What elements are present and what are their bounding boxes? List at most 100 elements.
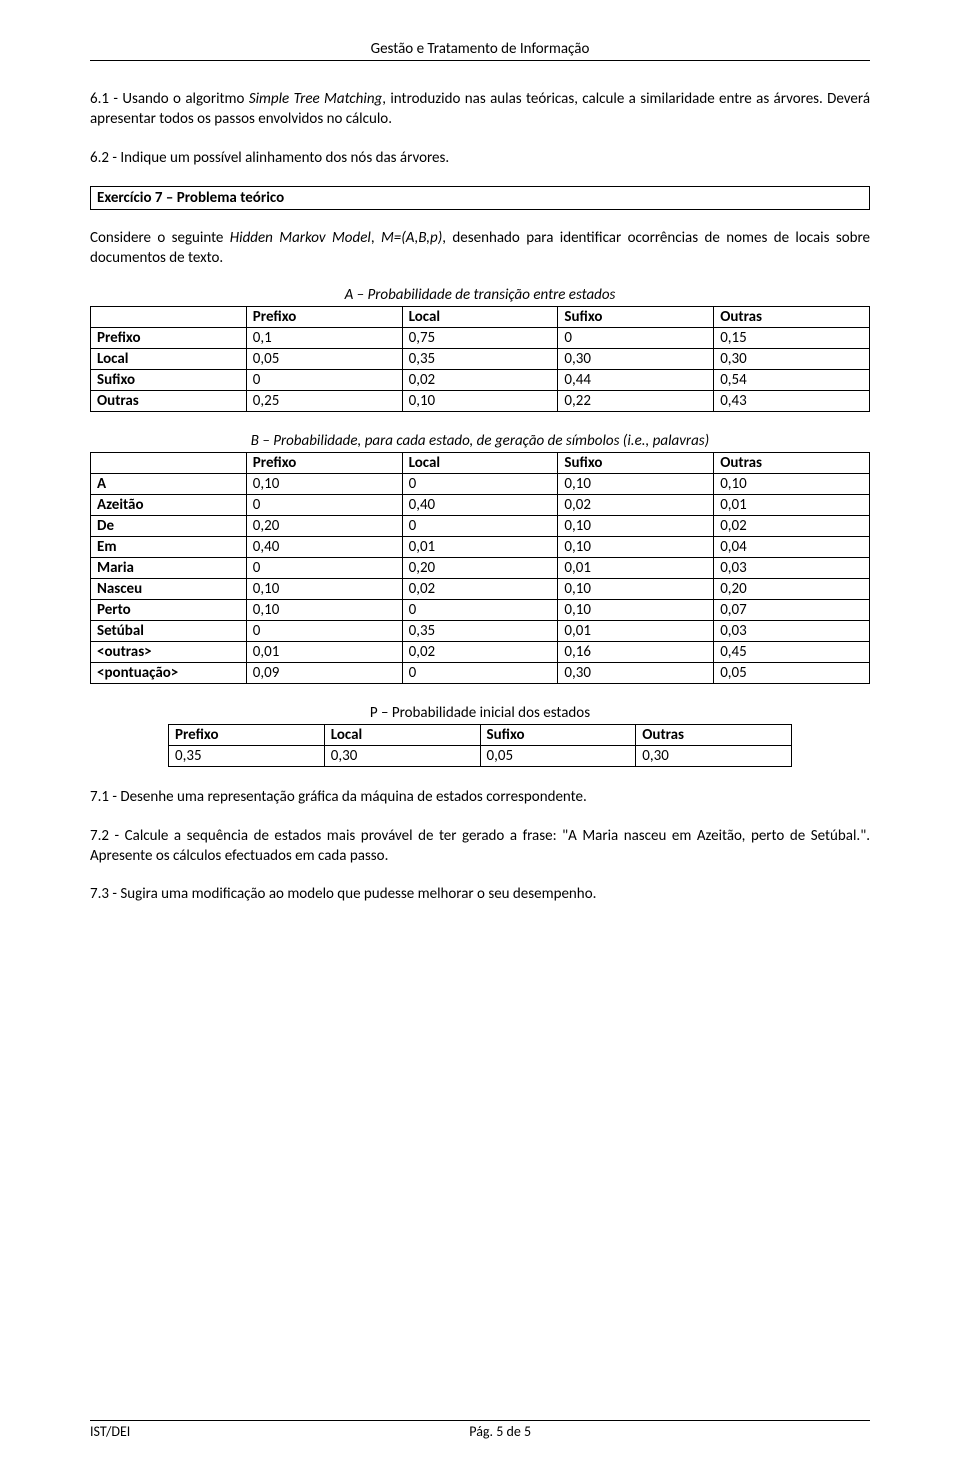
table-cell: 0,44 [558,370,714,391]
table-cell: 0,43 [714,391,870,412]
table-b: PrefixoLocalSufixoOutrasA0,1000,100,10Az… [90,452,870,684]
table-cell: 0,35 [402,621,558,642]
table-cell: 0,10 [402,391,558,412]
table-cell: 0,05 [714,663,870,684]
table-cell: 0,40 [246,537,402,558]
footer-left: IST/DEI [90,1423,130,1440]
table-cell: <pontuação> [91,663,247,684]
table-header-cell: Prefixo [246,453,402,474]
table-cell: 0,22 [558,391,714,412]
paragraph-6-1: 6.1 - Usando o algoritmo Simple Tree Mat… [90,89,870,130]
table-header-cell: Local [402,307,558,328]
table-row: A0,1000,100,10 [91,474,870,495]
table-cell: 0,02 [402,370,558,391]
paragraph-7-2: 7.2 - Calcule a sequência de estados mai… [90,826,870,867]
table-header-cell: Sufixo [558,453,714,474]
table-cell: 0,20 [402,558,558,579]
table-cell: 0,10 [246,600,402,621]
table-header-cell: Prefixo [246,307,402,328]
table-cell: 0,20 [246,516,402,537]
table-cell: De [91,516,247,537]
table-cell: Setúbal [91,621,247,642]
table-cell: A [91,474,247,495]
table-row: De0,2000,100,02 [91,516,870,537]
table-cell: 0,15 [714,328,870,349]
table-row: Perto0,1000,100,07 [91,600,870,621]
table-cell: 0 [402,516,558,537]
table-cell: 0,05 [480,746,636,767]
table-cell: 0,10 [558,537,714,558]
table-row: Outras0,250,100,220,43 [91,391,870,412]
table-row: Setúbal00,350,010,03 [91,621,870,642]
table-cell: 0,04 [714,537,870,558]
text: , [371,229,381,247]
table-row: Prefixo0,10,7500,15 [91,328,870,349]
table-cell: Outras [91,391,247,412]
table-cell: 0 [246,621,402,642]
table-cell: 0,03 [714,621,870,642]
table-header-cell: Sufixo [480,725,636,746]
table-cell: 0 [246,370,402,391]
table-cell: 0,02 [402,642,558,663]
table-cell: 0,10 [246,474,402,495]
table-header-cell: Outras [636,725,792,746]
table-cell: 0 [246,558,402,579]
table-cell: 0,10 [714,474,870,495]
exercise-7-intro: Considere o seguinte Hidden Markov Model… [90,228,870,269]
table-cell: 0,02 [714,516,870,537]
table-row: Sufixo00,020,440,54 [91,370,870,391]
table-header-cell: Local [324,725,480,746]
table-header-cell: Local [402,453,558,474]
table-cell: 0,25 [246,391,402,412]
table-row: Nasceu0,100,020,100,20 [91,579,870,600]
table-cell: 0,35 [169,746,325,767]
table-cell: 0,30 [636,746,792,767]
table-cell: 0,01 [714,495,870,516]
table-row: Azeitão00,400,020,01 [91,495,870,516]
table-cell: 0 [402,600,558,621]
paragraph-7-3: 7.3 - Sugira uma modificação ao modelo q… [90,884,870,904]
table-b-caption: B – Probabilidade, para cada estado, de … [90,432,870,450]
table-row: <pontuação>0,0900,300,05 [91,663,870,684]
table-cell: 0,45 [714,642,870,663]
table-header-cell: Prefixo [169,725,325,746]
table-cell: 0,1 [246,328,402,349]
table-cell: 0,54 [714,370,870,391]
table-cell: 0,01 [402,537,558,558]
table-cell: 0,16 [558,642,714,663]
table-cell: 0,10 [558,474,714,495]
table-cell: 0,30 [324,746,480,767]
table-cell: Em [91,537,247,558]
table-cell: 0,02 [402,579,558,600]
table-cell: Maria [91,558,247,579]
table-a: PrefixoLocalSufixoOutrasPrefixo0,10,7500… [90,306,870,412]
table-cell: <outras> [91,642,247,663]
table-cell: Prefixo [91,328,247,349]
table-cell: 0,10 [246,579,402,600]
table-cell: 0,30 [558,663,714,684]
text-italic: Hidden Markov Model [230,229,371,247]
table-row: 0,350,300,050,30 [169,746,792,767]
table-header-cell: Outras [714,453,870,474]
table-cell: 0 [402,663,558,684]
table-cell: 0,35 [402,349,558,370]
text: 6.1 - Usando o algoritmo [90,90,249,108]
table-cell: 0,09 [246,663,402,684]
table-cell: 0,30 [558,349,714,370]
table-cell: 0,10 [558,516,714,537]
table-cell: 0,20 [714,579,870,600]
table-cell: Sufixo [91,370,247,391]
table-cell: 0,40 [402,495,558,516]
table-p: PrefixoLocalSufixoOutras0,350,300,050,30 [168,724,792,767]
text-italic: M=(A,B,p) [381,229,442,247]
table-header-cell [91,453,247,474]
table-cell: Azeitão [91,495,247,516]
table-cell: 0,01 [558,558,714,579]
table-cell: 0,07 [714,600,870,621]
table-cell: 0,01 [558,621,714,642]
table-row: <outras>0,010,020,160,45 [91,642,870,663]
exercise-7-title: Exercício 7 – Problema teórico [90,186,870,210]
table-header-cell: Sufixo [558,307,714,328]
table-header-cell: Outras [714,307,870,328]
table-cell: 0 [402,474,558,495]
